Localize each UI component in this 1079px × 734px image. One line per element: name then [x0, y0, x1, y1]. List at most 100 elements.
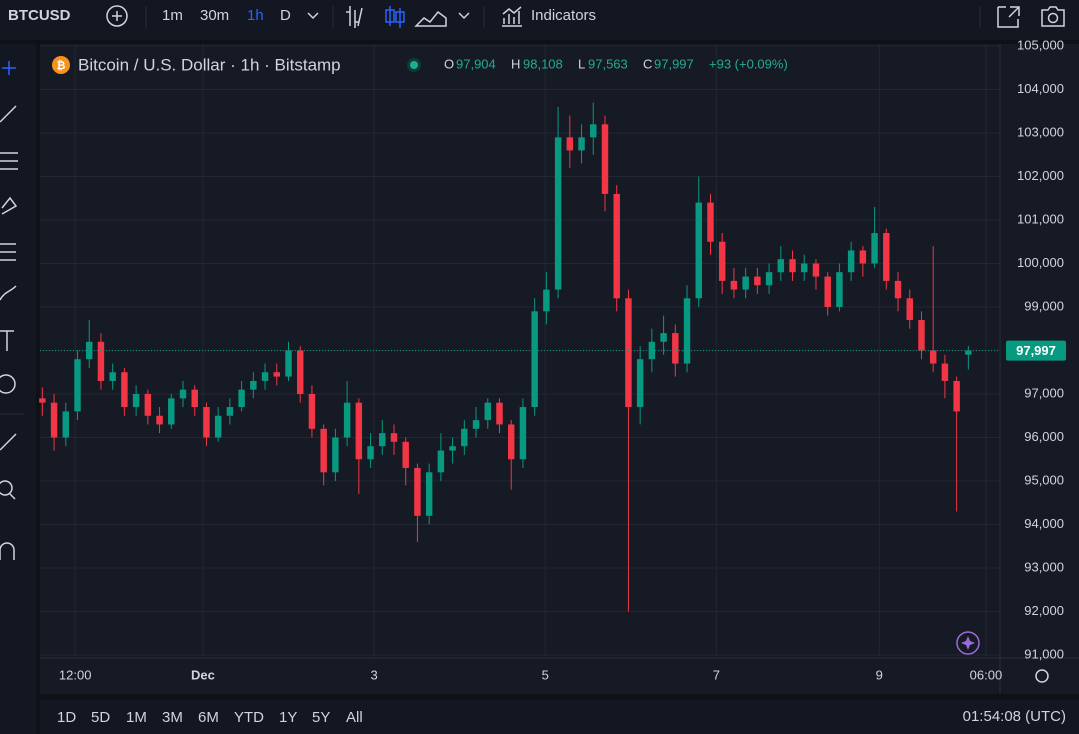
y-tick-label: 96,000 [1024, 429, 1064, 444]
emoji-tool[interactable] [0, 374, 16, 394]
add-symbol[interactable] [106, 5, 128, 27]
legend-low: 97,563 [588, 56, 628, 71]
bottom-toolbar [40, 700, 1079, 734]
candle-body [214, 415, 222, 438]
last-price-box [1006, 340, 1066, 361]
candle-body [156, 415, 163, 425]
candle-body [847, 250, 855, 273]
candle-body [296, 350, 304, 394]
legend-key: C [643, 56, 652, 71]
x-tick-label: Dec [191, 667, 215, 682]
interval-active[interactable]: 1h [247, 7, 264, 24]
market-status-dot [410, 61, 418, 69]
y-tick-label: 91,000 [1024, 646, 1064, 661]
candle-body [777, 259, 785, 273]
y-tick-label: 95,000 [1024, 472, 1064, 487]
indicators-button[interactable]: Indicators [531, 7, 596, 24]
range-button[interactable]: 5Y [312, 709, 330, 726]
dropdown[interactable] [307, 12, 319, 20]
candle-body [836, 272, 843, 307]
candle-body [179, 389, 187, 399]
x-tick-label: 3 [370, 667, 377, 682]
range-button[interactable]: 1M [126, 709, 147, 726]
candle-body [871, 233, 878, 264]
x-tick-label: 12:00 [59, 667, 92, 682]
y-tick-label: 99,000 [1024, 298, 1064, 313]
pattern-tool[interactable] [1, 196, 18, 215]
ruler-tool[interactable] [0, 433, 17, 451]
dropdown[interactable] [458, 12, 470, 20]
candle-body [812, 263, 820, 277]
legend-key: L [578, 56, 585, 71]
candle-body [355, 402, 363, 460]
candle-body [566, 137, 574, 151]
candle-body [765, 272, 773, 286]
candle-body [449, 446, 456, 451]
candle-body [39, 398, 46, 403]
candle-body [367, 446, 374, 460]
zoom-tool[interactable] [0, 480, 13, 496]
bars-icon[interactable] [346, 6, 363, 28]
legend-high: 98,108 [523, 56, 563, 71]
text-tool[interactable] [0, 330, 14, 351]
settings-button[interactable] [1035, 669, 1049, 683]
projection-tool[interactable] [0, 243, 16, 261]
last-price-label: 97,997 [1016, 343, 1056, 358]
range-button[interactable]: 6M [198, 709, 219, 726]
candle-body [918, 320, 925, 351]
zoom-handle [9, 493, 16, 500]
candle-body [226, 407, 234, 416]
y-tick-label: 101,000 [1017, 211, 1064, 226]
bitcoin-logo [52, 56, 70, 74]
candle-body [707, 202, 714, 242]
candle-body [695, 202, 702, 299]
camera-icon[interactable] [1041, 6, 1065, 27]
area-icon[interactable] [414, 10, 447, 27]
candle-body [941, 363, 949, 381]
plus-icon [112, 11, 122, 21]
candle-body [660, 333, 667, 342]
symbol[interactable]: BTCUSD [8, 7, 71, 24]
candle-body [168, 398, 175, 425]
magnet-tool[interactable] [0, 542, 15, 560]
candle-body [484, 402, 491, 421]
line-tool[interactable] [0, 105, 17, 123]
range-button[interactable]: 1Y [279, 709, 297, 726]
candle-body [144, 394, 152, 416]
fib-tool[interactable] [0, 152, 18, 170]
fullscreen-icon[interactable] [997, 6, 1020, 28]
range-button[interactable]: 3M [162, 709, 183, 726]
range-button[interactable]: 5D [91, 709, 110, 726]
candles-icon[interactable] [385, 6, 405, 28]
assistant-button[interactable] [956, 631, 980, 655]
candle-body [109, 372, 116, 381]
crosshair-tool[interactable] [2, 61, 16, 75]
candle-body [894, 280, 902, 299]
candle-body [250, 380, 257, 390]
candle-body [390, 433, 398, 442]
legend-change: +93 (+0.09%) [709, 56, 788, 71]
legend-title: Bitcoin / U.S. Dollar · 1h · Bitstamp [78, 55, 341, 74]
candle-body [742, 276, 749, 290]
brush-tool[interactable] [0, 285, 17, 301]
interval[interactable]: D [280, 7, 291, 24]
candle-body [754, 276, 761, 286]
interval[interactable]: 1m [162, 7, 183, 24]
range-button[interactable]: 1D [57, 709, 76, 726]
range-button[interactable]: All [346, 709, 363, 726]
y-tick-label: 103,000 [1017, 124, 1064, 139]
candle-body [86, 341, 93, 360]
interval[interactable]: 30m [200, 7, 229, 24]
candle-body [320, 428, 327, 473]
candle-body [683, 298, 691, 364]
range-button[interactable]: YTD [234, 709, 264, 726]
candle-body [543, 289, 550, 312]
candle-body [121, 372, 128, 408]
x-tick-label: 9 [876, 667, 883, 682]
candle-body [965, 350, 972, 355]
candle-body [50, 402, 58, 438]
y-tick-label: 93,000 [1024, 559, 1064, 574]
bitcoin-logo-glyph: ₿ [57, 60, 66, 72]
candle-body [62, 411, 70, 438]
